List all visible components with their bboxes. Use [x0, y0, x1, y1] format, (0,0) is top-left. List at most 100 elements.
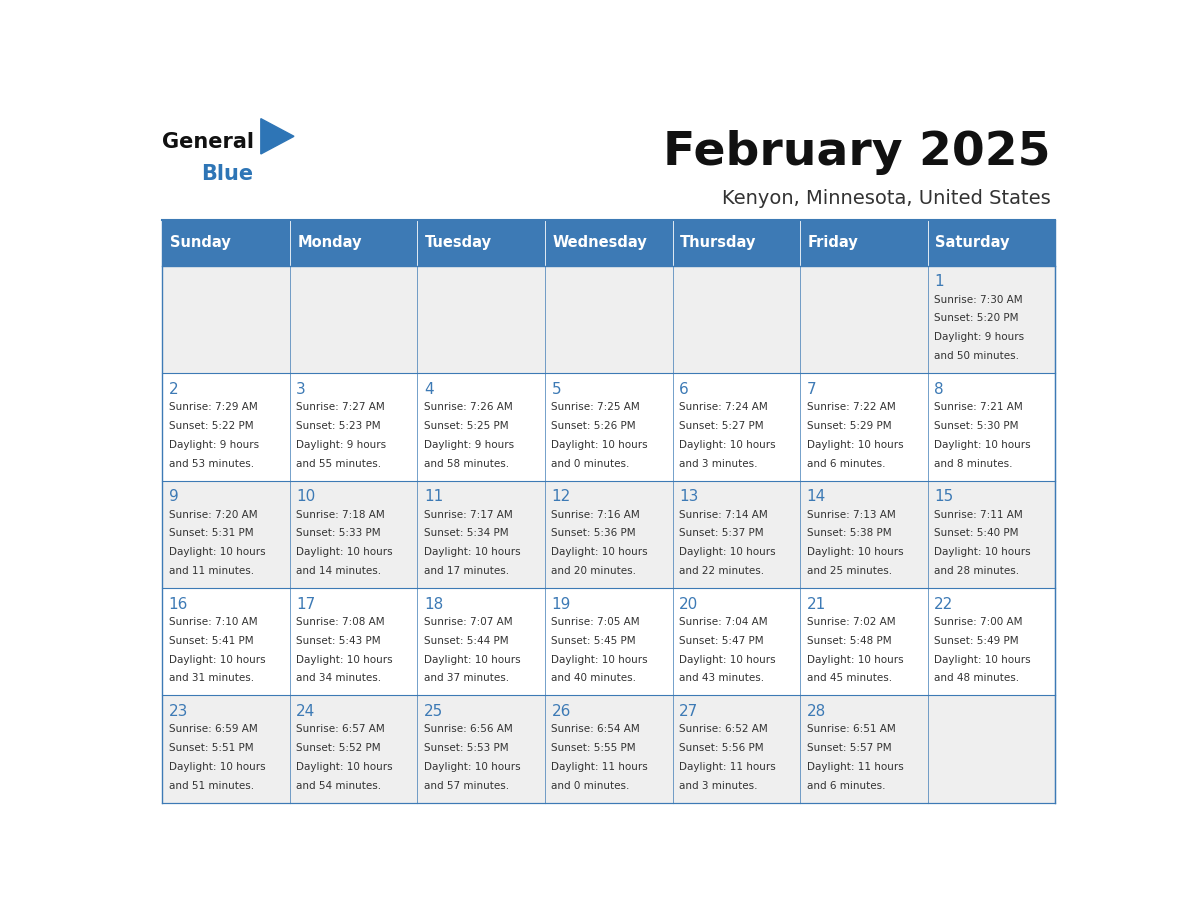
Text: and 11 minutes.: and 11 minutes. [169, 566, 254, 576]
Text: and 51 minutes.: and 51 minutes. [169, 781, 254, 791]
Text: Sunrise: 7:04 AM: Sunrise: 7:04 AM [680, 617, 767, 627]
Bar [290, 696, 417, 803]
Text: 7: 7 [807, 382, 816, 397]
Text: 5: 5 [551, 382, 561, 397]
Text: February 2025: February 2025 [663, 130, 1051, 175]
Text: and 28 minutes.: and 28 minutes. [934, 566, 1019, 576]
Text: Sunset: 5:44 PM: Sunset: 5:44 PM [424, 636, 508, 645]
Bar [290, 480, 417, 588]
Text: and 0 minutes.: and 0 minutes. [551, 458, 630, 468]
Text: Daylight: 10 hours: Daylight: 10 hours [807, 655, 903, 665]
Text: Daylight: 10 hours: Daylight: 10 hours [296, 547, 393, 557]
Text: 22: 22 [934, 597, 954, 611]
Bar [801, 588, 928, 696]
Text: Daylight: 10 hours: Daylight: 10 hours [934, 547, 1031, 557]
Text: Friday: Friday [808, 235, 859, 251]
Bar [545, 696, 672, 803]
Text: Sunrise: 6:52 AM: Sunrise: 6:52 AM [680, 724, 767, 734]
Bar [163, 480, 290, 588]
Text: and 50 minutes.: and 50 minutes. [934, 351, 1019, 361]
Bar [545, 265, 672, 373]
Text: Sunrise: 7:17 AM: Sunrise: 7:17 AM [424, 509, 512, 520]
Text: Sunrise: 7:05 AM: Sunrise: 7:05 AM [551, 617, 640, 627]
Text: Sunset: 5:47 PM: Sunset: 5:47 PM [680, 636, 764, 645]
Text: Sunrise: 7:30 AM: Sunrise: 7:30 AM [934, 295, 1023, 305]
Text: Sunrise: 7:13 AM: Sunrise: 7:13 AM [807, 509, 896, 520]
Text: Daylight: 10 hours: Daylight: 10 hours [424, 762, 520, 772]
Text: Wednesday: Wednesday [552, 235, 647, 251]
Text: Blue: Blue [201, 163, 253, 184]
Text: and 31 minutes.: and 31 minutes. [169, 674, 254, 683]
Bar [801, 373, 928, 480]
Text: Sunset: 5:37 PM: Sunset: 5:37 PM [680, 529, 764, 538]
Text: 9: 9 [169, 489, 178, 504]
Text: and 22 minutes.: and 22 minutes. [680, 566, 764, 576]
Text: Daylight: 10 hours: Daylight: 10 hours [551, 655, 649, 665]
Text: Daylight: 10 hours: Daylight: 10 hours [296, 762, 393, 772]
Text: Daylight: 10 hours: Daylight: 10 hours [424, 655, 520, 665]
Text: and 43 minutes.: and 43 minutes. [680, 674, 764, 683]
Bar [928, 588, 1055, 696]
Bar [545, 373, 672, 480]
Text: 17: 17 [296, 597, 316, 611]
Bar [801, 696, 928, 803]
Text: Sunrise: 7:14 AM: Sunrise: 7:14 AM [680, 509, 767, 520]
Text: Sunset: 5:25 PM: Sunset: 5:25 PM [424, 421, 508, 431]
Bar [928, 373, 1055, 480]
Text: 12: 12 [551, 489, 570, 504]
Text: and 34 minutes.: and 34 minutes. [296, 674, 381, 683]
Text: 16: 16 [169, 597, 188, 611]
Text: Daylight: 10 hours: Daylight: 10 hours [169, 655, 265, 665]
Text: Daylight: 9 hours: Daylight: 9 hours [934, 332, 1024, 342]
Text: Daylight: 9 hours: Daylight: 9 hours [296, 440, 386, 450]
Text: Daylight: 10 hours: Daylight: 10 hours [424, 547, 520, 557]
Text: Sunrise: 7:27 AM: Sunrise: 7:27 AM [296, 402, 385, 412]
Text: Saturday: Saturday [935, 235, 1010, 251]
Text: and 3 minutes.: and 3 minutes. [680, 781, 758, 791]
Bar [417, 219, 545, 265]
Text: 27: 27 [680, 704, 699, 719]
Text: Daylight: 10 hours: Daylight: 10 hours [680, 547, 776, 557]
Text: 18: 18 [424, 597, 443, 611]
Text: Daylight: 10 hours: Daylight: 10 hours [551, 547, 649, 557]
Bar [163, 265, 290, 373]
Text: 11: 11 [424, 489, 443, 504]
Bar [417, 696, 545, 803]
Text: Sunrise: 7:07 AM: Sunrise: 7:07 AM [424, 617, 512, 627]
Bar [928, 696, 1055, 803]
Text: and 57 minutes.: and 57 minutes. [424, 781, 508, 791]
Text: Sunrise: 6:57 AM: Sunrise: 6:57 AM [296, 724, 385, 734]
Bar [163, 373, 290, 480]
Text: Daylight: 10 hours: Daylight: 10 hours [807, 547, 903, 557]
Bar [163, 588, 290, 696]
Text: Daylight: 10 hours: Daylight: 10 hours [680, 440, 776, 450]
Text: Sunrise: 7:18 AM: Sunrise: 7:18 AM [296, 509, 385, 520]
Text: and 55 minutes.: and 55 minutes. [296, 458, 381, 468]
Text: 28: 28 [807, 704, 826, 719]
Text: and 45 minutes.: and 45 minutes. [807, 674, 892, 683]
Text: Daylight: 11 hours: Daylight: 11 hours [807, 762, 903, 772]
Polygon shape [261, 118, 293, 154]
Text: Daylight: 10 hours: Daylight: 10 hours [934, 440, 1031, 450]
Text: Sunrise: 7:11 AM: Sunrise: 7:11 AM [934, 509, 1023, 520]
Text: 23: 23 [169, 704, 188, 719]
Bar [163, 696, 290, 803]
Bar [290, 588, 417, 696]
Text: 24: 24 [296, 704, 316, 719]
Text: 1: 1 [934, 274, 943, 289]
Text: Sunset: 5:23 PM: Sunset: 5:23 PM [296, 421, 381, 431]
Text: 19: 19 [551, 597, 570, 611]
Text: and 37 minutes.: and 37 minutes. [424, 674, 508, 683]
Text: Monday: Monday [297, 235, 362, 251]
Text: Sunset: 5:41 PM: Sunset: 5:41 PM [169, 636, 253, 645]
Text: Sunrise: 7:10 AM: Sunrise: 7:10 AM [169, 617, 258, 627]
Text: 2: 2 [169, 382, 178, 397]
Text: Sunrise: 7:16 AM: Sunrise: 7:16 AM [551, 509, 640, 520]
Text: Daylight: 11 hours: Daylight: 11 hours [551, 762, 649, 772]
Text: Sunrise: 6:59 AM: Sunrise: 6:59 AM [169, 724, 258, 734]
Text: and 48 minutes.: and 48 minutes. [934, 674, 1019, 683]
Text: Sunrise: 7:08 AM: Sunrise: 7:08 AM [296, 617, 385, 627]
Bar [672, 373, 801, 480]
Text: 8: 8 [934, 382, 943, 397]
Text: Sunrise: 7:24 AM: Sunrise: 7:24 AM [680, 402, 767, 412]
